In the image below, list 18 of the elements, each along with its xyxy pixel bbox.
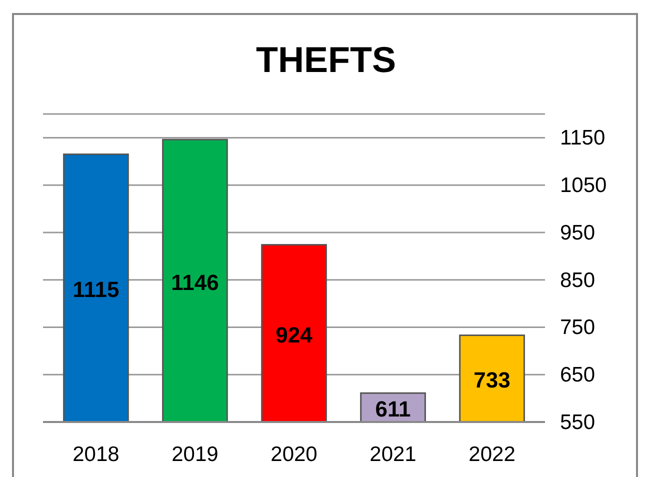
data-label: 1115 [72,277,120,302]
data-label: 611 [375,396,411,422]
data-label: 1146 [171,270,219,295]
x-tick-label: 2022 [468,443,516,466]
y-tick-label: 650 [560,364,596,387]
y-tick-label: 1050 [560,174,607,198]
data-label: 924 [276,322,314,348]
y-tick-label: 950 [560,221,596,244]
x-tick-label: 2020 [270,443,318,466]
y-tick-label: 550 [560,411,596,434]
data-label: 733 [474,368,510,393]
x-tick-label: 2018 [72,443,120,466]
chart-title: THEFTS [256,39,396,80]
x-tick-label: 2019 [172,443,218,466]
y-tick-label: 1150 [560,126,606,150]
y-tick-label: 750 [560,316,596,340]
x-tick-label: 2021 [370,443,416,466]
y-tick-label: 850 [560,268,596,292]
